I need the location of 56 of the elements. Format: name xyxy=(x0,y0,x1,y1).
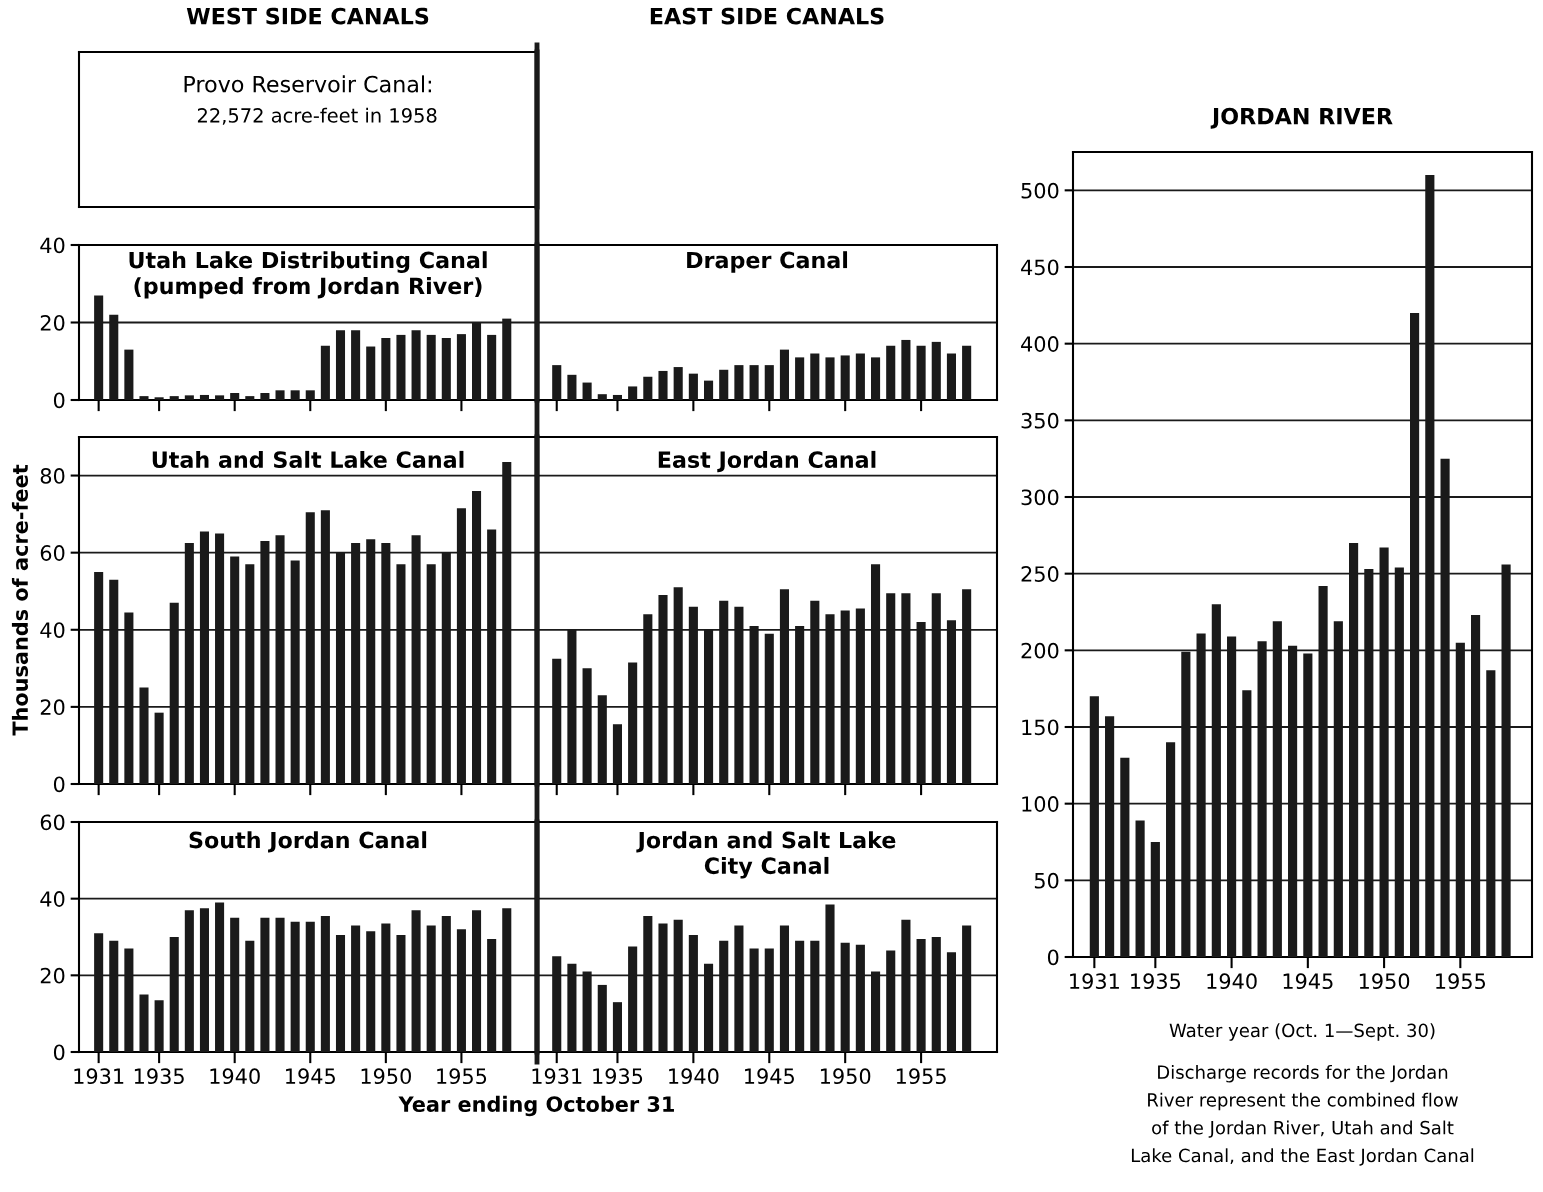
x-tick-label: 1955 xyxy=(896,1068,946,1085)
y-tick-label: 40 xyxy=(40,891,65,907)
x-tick-label: 1940 xyxy=(210,1068,260,1085)
y-tick-label: 60 xyxy=(40,545,65,561)
x-tick-label: 1935 xyxy=(134,1068,184,1085)
text: EAST SIDE CANALS xyxy=(650,7,884,25)
x-tick-label: 1950 xyxy=(361,1068,411,1085)
y-axis-title: Thousands of acre-feet xyxy=(11,464,29,736)
x-axis-title: Water year (Oct. 1—Sept. 30) xyxy=(1169,1023,1435,1041)
text: 22,572 acre-feet in 1958 xyxy=(197,107,437,125)
x-axis-title: Year ending October 31 xyxy=(398,1095,674,1117)
y-tick-label: 250 xyxy=(1021,566,1059,582)
y-tick-label: 0 xyxy=(53,776,65,793)
x-tick-label: 1955 xyxy=(1436,973,1486,990)
y-tick-label: 80 xyxy=(40,468,65,484)
text: Discharge records for the Jordan River represent the combined flow of the Jordan River, Utah and Salt Lake Canal, and the East Jordan Canal xyxy=(1131,1065,1474,1166)
y-tick-label: 450 xyxy=(1021,259,1059,276)
x-tick-label: 1940 xyxy=(669,1068,719,1085)
x-tick-label: 1955 xyxy=(437,1068,487,1085)
x-tick-label: 1940 xyxy=(1207,973,1257,990)
y-tick-label: 350 xyxy=(1021,412,1059,429)
text: Provo Reservoir Canal: xyxy=(184,75,431,93)
y-tick-label: 100 xyxy=(1022,796,1059,812)
chart-title: JORDAN RIVER xyxy=(1210,107,1393,129)
y-tick-label: 300 xyxy=(1021,489,1059,506)
text: Jordan and Salt Lake City Canal xyxy=(636,831,896,879)
y-tick-label: 20 xyxy=(40,314,65,331)
y-tick-label: 60 xyxy=(40,814,65,831)
text: East Jordan Canal xyxy=(658,450,876,473)
x-tick-label: 1945 xyxy=(1283,973,1333,990)
y-tick-label: 150 xyxy=(1022,719,1059,736)
x-tick-label: 1931 xyxy=(1070,973,1119,990)
x-tick-label: 1945 xyxy=(286,1068,335,1085)
x-tick-label: 1935 xyxy=(1131,973,1181,990)
y-tick-label: 40 xyxy=(40,622,65,638)
y-tick-label: 500 xyxy=(1021,182,1059,199)
text: WEST SIDE CANALS xyxy=(186,7,429,25)
y-tick-label: 20 xyxy=(40,967,65,984)
x-tick-label: 1950 xyxy=(1359,973,1410,990)
chart-title: South Jordan Canal xyxy=(189,831,427,853)
text: Utah Lake Distributing Canal (pumped from Jordan River) xyxy=(129,251,487,299)
x-tick-label: 1945 xyxy=(745,1068,794,1085)
y-tick-label: 0 xyxy=(53,1044,65,1061)
y-tick-label: 200 xyxy=(1021,642,1059,659)
y-tick-label: 400 xyxy=(1021,336,1059,352)
y-tick-label: 0 xyxy=(1047,949,1059,966)
x-tick-label: 1931 xyxy=(532,1068,582,1085)
text: Utah and Salt Lake Canal xyxy=(152,450,464,469)
y-tick-label: 40 xyxy=(40,237,65,254)
y-tick-label: 0 xyxy=(53,392,65,409)
x-tick-label: 1950 xyxy=(820,1068,871,1085)
x-tick-label: 1935 xyxy=(593,1068,643,1085)
y-tick-label: 50 xyxy=(1034,872,1059,889)
chart-title: Draper Canal xyxy=(687,251,848,273)
y-tick-label: 20 xyxy=(40,699,65,716)
x-tick-label: 1931 xyxy=(74,1068,124,1085)
